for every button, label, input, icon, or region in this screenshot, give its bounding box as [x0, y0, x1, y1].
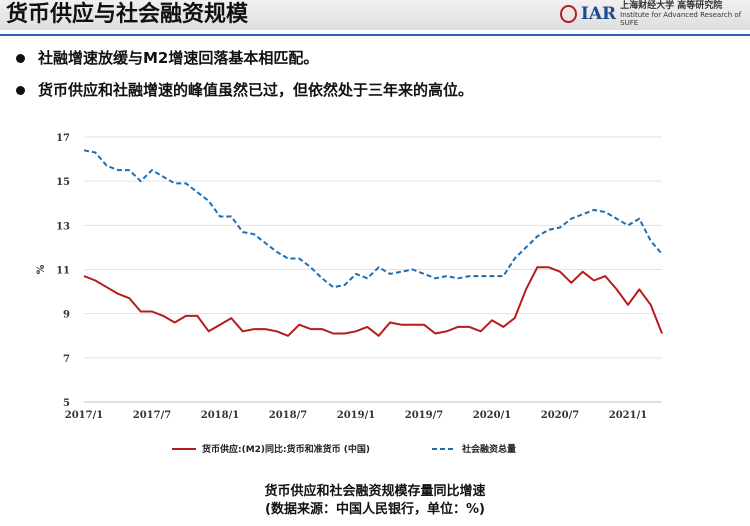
header-bar: 货币供应与社会融资规模 IAR 上海财经大学 高等研究院 Institute f… [0, 0, 750, 30]
y-tick-label: 7 [63, 354, 70, 365]
university-seal-icon [560, 5, 577, 23]
y-tick-label: 11 [56, 266, 70, 277]
bullet-item: 社融增速放缓与M2增速回落基本相匹配。 [10, 46, 473, 78]
chart-caption-source: (数据来源：中国人民银行，单位：%) [265, 502, 485, 517]
y-tick-label: 15 [56, 177, 70, 188]
logo-text: 上海财经大学 高等研究院 Institute for Advanced Rese… [620, 1, 750, 27]
x-tick-label: 2017/7 [133, 410, 171, 421]
y-tick-label: 17 [56, 133, 70, 144]
x-tick-label: 2019/1 [337, 410, 375, 421]
iar-logo: IAR 上海财经大学 高等研究院 Institute for Advanced … [560, 1, 750, 27]
y-tick-label: 13 [56, 221, 70, 232]
logo-cn: 上海财经大学 高等研究院 [620, 1, 723, 11]
series-line-tsf [83, 149, 663, 289]
x-tick-label: 2017/1 [65, 410, 103, 421]
x-tick-label: 2019/7 [405, 410, 443, 421]
series-line-m2 [83, 266, 663, 337]
bullet-item: 货币供应和社融增速的峰值虽然已过，但依然处于三年来的高位。 [10, 78, 473, 110]
chart-caption-title: 货币供应和社会融资规模存量同比增速 [264, 484, 486, 499]
y-tick-label: 5 [63, 398, 70, 409]
x-tick-label: 2018/7 [269, 410, 307, 421]
x-tick-label: 2018/1 [201, 410, 239, 421]
title-underline [0, 34, 750, 36]
logo-en: Institute for Advanced Research of SUFE [620, 11, 742, 27]
x-tick-label: 2020/7 [541, 410, 579, 421]
bullet-list: 社融增速放缓与M2增速回落基本相匹配。 货币供应和社融增速的峰值虽然已过，但依然… [10, 46, 473, 110]
legend-label: 社会融资总量 [461, 443, 516, 455]
legend-label: 货币供应:(M2)同比:货币和准货币 (中国) [202, 443, 370, 455]
logo-mark: IAR [580, 4, 617, 24]
y-tick-label: 9 [63, 310, 70, 321]
x-tick-label: 2020/1 [473, 410, 511, 421]
x-tick-label: 2021/1 [609, 410, 647, 421]
slide-title: 货币供应与社会融资规模 [6, 2, 249, 27]
y-axis-label: % [36, 264, 47, 274]
line-chart: 5 7 9 11 13 15 17% 2017/1 2017/7 2018/1 2018/7 2019… [36, 133, 663, 455]
